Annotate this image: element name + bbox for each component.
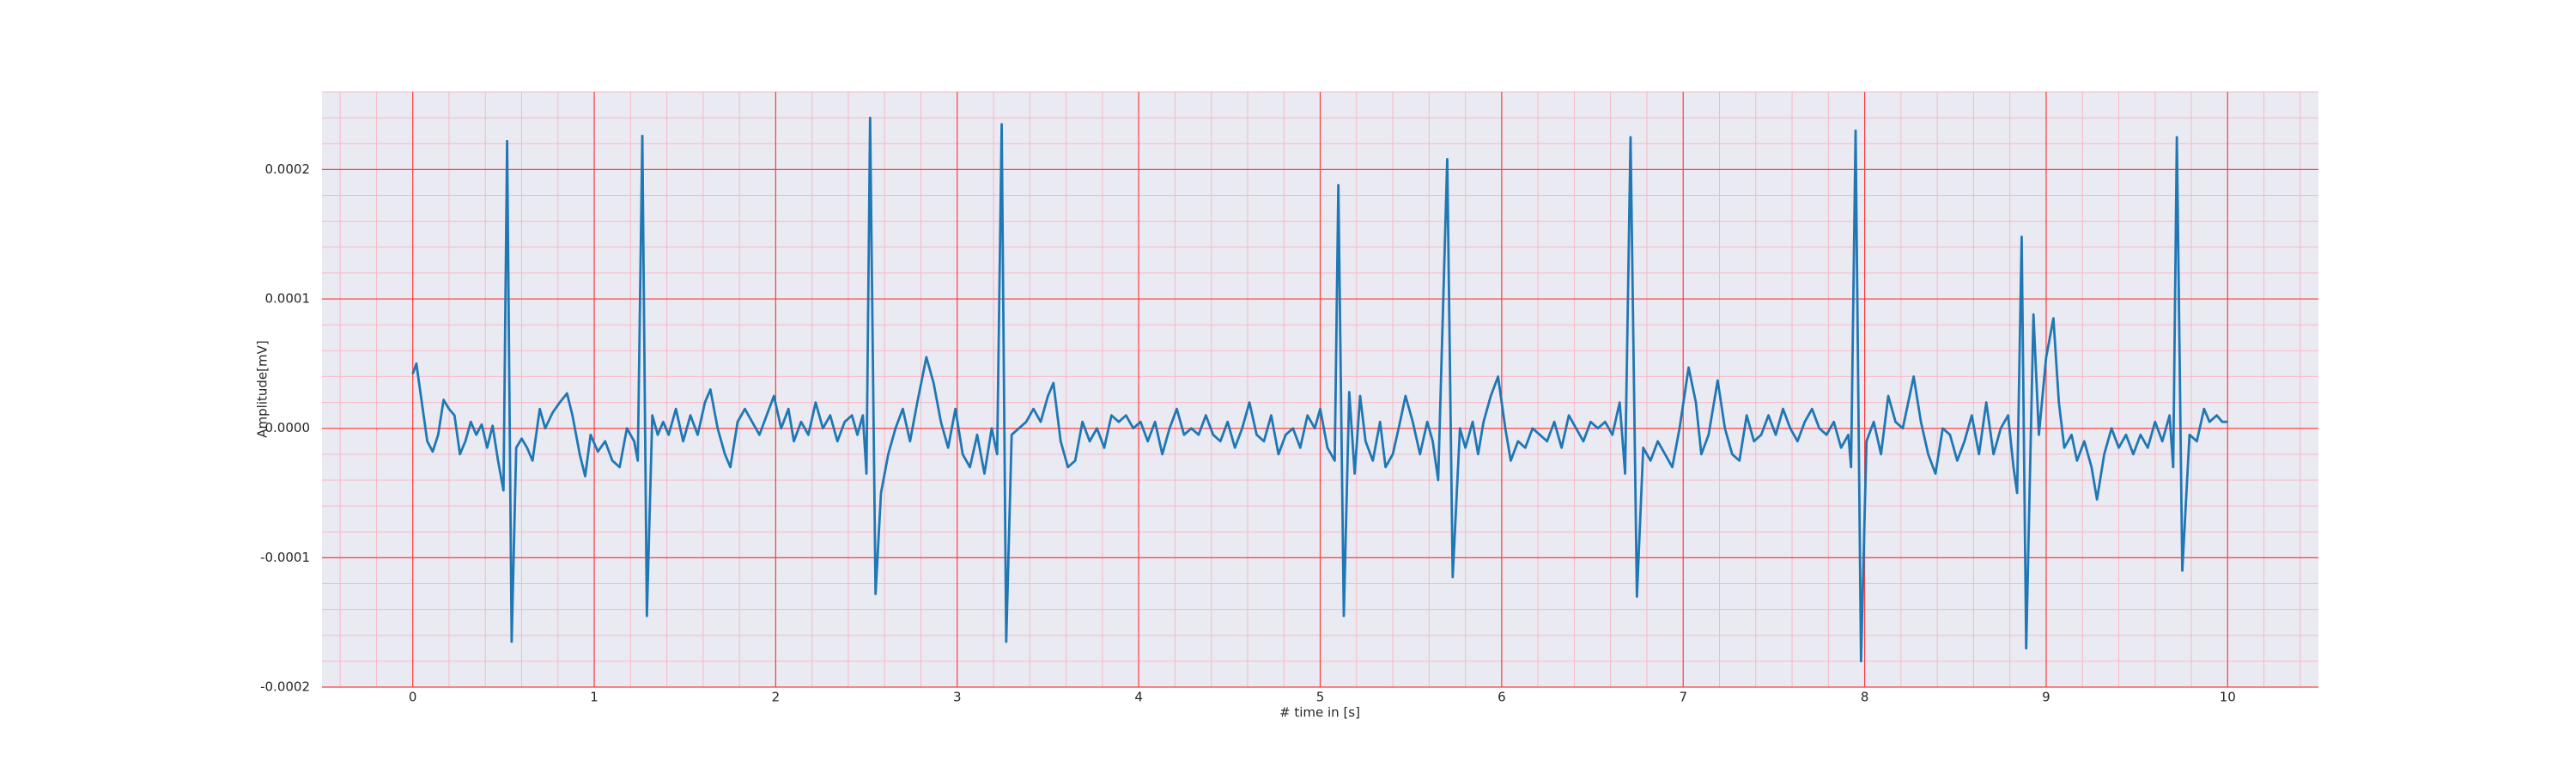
x-tick-label: 7	[1679, 690, 1687, 705]
x-tick-label: 0	[409, 690, 417, 705]
y-tick-label: 0.0000	[265, 420, 311, 435]
x-tick-label: 10	[2220, 690, 2236, 705]
y-tick-label: 0.0002	[265, 161, 311, 177]
x-tick-label: 5	[1316, 690, 1325, 705]
x-tick-label: 2	[772, 690, 781, 705]
y-tick-label: 0.0001	[265, 291, 311, 307]
y-tick-label: -0.0002	[260, 679, 310, 695]
x-tick-label: 6	[1498, 690, 1506, 705]
signal-line	[411, 116, 2228, 663]
x-tick-label: 1	[590, 690, 598, 705]
x-tick-label: 4	[1134, 690, 1143, 705]
grid	[322, 91, 2318, 688]
x-tick-label: 9	[2042, 690, 2050, 705]
y-axis-label: Amplitude[mV]	[255, 340, 270, 437]
x-tick-label: 3	[953, 690, 962, 705]
marks	[411, 116, 2228, 663]
x-axis-label: # time in [s]	[1279, 705, 1360, 721]
y-tick-label: -0.0001	[260, 550, 310, 565]
x-tick-label: 8	[1861, 690, 1869, 705]
